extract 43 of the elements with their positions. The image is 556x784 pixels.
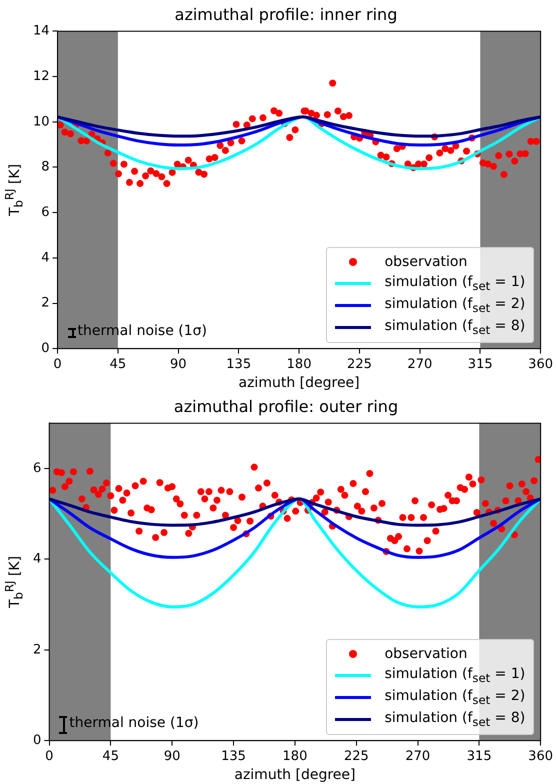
legend-label: simulation (f$_{set}$ = 8) bbox=[384, 710, 526, 729]
y-tick-label: 0 bbox=[32, 732, 42, 748]
x-tick-label: 135 bbox=[226, 356, 252, 372]
x-tick-label: 270 bbox=[405, 748, 430, 764]
legend-label: observation bbox=[384, 254, 468, 270]
y-tick-label: 4 bbox=[41, 250, 50, 266]
x-tick-label: 90 bbox=[164, 748, 180, 764]
y-tick-label: 4 bbox=[32, 552, 42, 567]
legend-label: simulation (f$_{set}$ = 2) bbox=[384, 688, 526, 707]
chart-title: azimuthal profile: outer ring bbox=[174, 396, 398, 416]
legend-label: simulation (f$_{set}$ = 2) bbox=[384, 296, 526, 315]
x-tick-label: 360 bbox=[528, 356, 554, 372]
x-tick-label: 225 bbox=[347, 356, 372, 372]
y-tick-label: 2 bbox=[41, 296, 50, 311]
y-tick-label: 6 bbox=[41, 204, 50, 220]
y-tick-label: 0 bbox=[41, 340, 50, 356]
x-tick-label: 270 bbox=[407, 356, 432, 372]
line-series bbox=[49, 497, 541, 527]
y-tick-label: 8 bbox=[41, 160, 50, 175]
y-tick-label: 14 bbox=[32, 24, 50, 39]
x-tick-label: 45 bbox=[102, 748, 119, 764]
x-tick-label: 45 bbox=[110, 356, 126, 372]
x-tick-label: 135 bbox=[221, 748, 246, 764]
line-series bbox=[58, 115, 541, 138]
x-axis-title: azimuth [degree] bbox=[238, 375, 360, 392]
legend-label: simulation (f$_{set}$ = 8) bbox=[384, 318, 526, 337]
y-tick-label: 10 bbox=[32, 114, 50, 130]
x-tick-label: 225 bbox=[344, 748, 369, 764]
x-tick-label: 180 bbox=[282, 748, 308, 764]
x-tick-label: 360 bbox=[528, 748, 554, 764]
legend-label: simulation (f$_{set}$ = 1) bbox=[384, 666, 526, 685]
y-tick-label: 2 bbox=[32, 642, 42, 658]
x-tick-label: 315 bbox=[466, 748, 492, 764]
y-tick-label: 12 bbox=[32, 68, 50, 84]
legend-label: observation bbox=[384, 646, 468, 662]
x-tick-label: 180 bbox=[286, 356, 312, 372]
chart-title: azimuthal profile: inner ring bbox=[174, 4, 398, 24]
x-tick-label: 90 bbox=[170, 356, 187, 372]
legend-label: simulation (f$_{set}$ = 1) bbox=[384, 274, 526, 293]
x-tick-label: 0 bbox=[53, 356, 62, 372]
x-tick-label: 315 bbox=[468, 356, 493, 372]
x-axis-title: azimuth [degree] bbox=[234, 767, 356, 784]
y-tick-label: 6 bbox=[32, 460, 42, 476]
